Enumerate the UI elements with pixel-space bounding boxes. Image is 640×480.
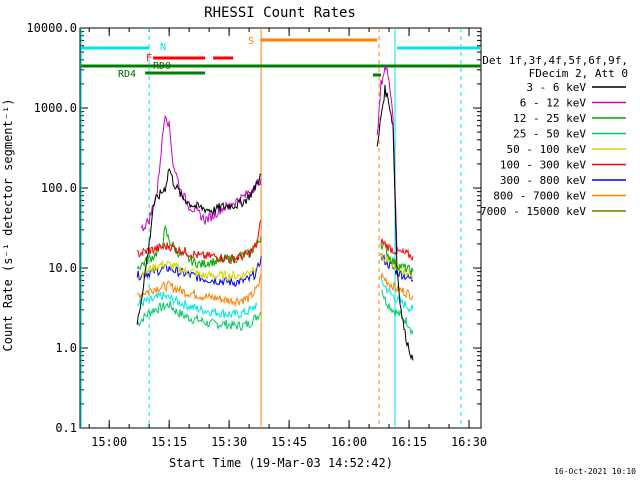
footer-date: 16-Oct-2021 10:10 [554,467,636,476]
plot-frame [79,27,482,429]
y-tick-label: 10000.0 [26,21,77,35]
series-line [140,114,262,232]
status-label-rd4: RD4 [118,69,136,80]
legend-title-line2: FDecim 2, Att 0 [529,67,628,80]
legend-entry-label: 50 - 100 keV [507,143,587,156]
legend-entry-label: 100 - 300 keV [500,159,586,172]
status-label-rd0: RD0 [153,61,171,72]
status-label-f: F [146,53,152,64]
status-label-n: N [160,42,166,53]
legend-entry-label: 25 - 50 keV [513,128,586,141]
legend-title-line1: Det 1f,3f,4f,5f,6f,9f, [482,54,628,67]
status-label-s: S [248,36,254,47]
legend: Det 1f,3f,4f,5f,6f,9f,FDecim 2, Att 03 -… [480,54,628,218]
plot-area: 0.1 1.0 10.0 100.0 1000.0 10000.0 15:00 15:15 15… [26,21,487,449]
series-line [376,84,414,361]
series-line [136,167,262,325]
x-tick-label: 15:30 [211,435,247,449]
x-tick-label: 15:45 [271,435,307,449]
y-tick-label: 1.0 [55,341,77,355]
series-line [380,271,414,301]
x-tick-label: 16:00 [331,435,367,449]
x-tick-label: 15:00 [91,435,127,449]
legend-entry-label: 6 - 12 keV [520,97,587,110]
legend-entry-label: 12 - 25 keV [513,112,586,125]
y-tick-label: 0.1 [55,421,77,435]
series-line [137,290,258,319]
series-line [136,275,262,308]
series-line [136,219,262,264]
x-axis-label: Start Time (19-Mar-03 14:52:42) [169,456,393,470]
y-axis-label: Count Rate (s⁻¹ detector segment⁻¹) [1,99,15,352]
series-line [136,260,258,282]
legend-entry-label: 800 - 7000 keV [493,190,586,203]
series-line [380,275,414,313]
legend-entry-label: 7000 - 15000 keV [480,205,586,218]
x-tick-label: 15:15 [151,435,187,449]
y-tick-label: 10.0 [48,261,77,275]
y-tick-label: 100.0 [41,181,77,195]
legend-entry-label: 3 - 6 keV [526,81,586,94]
x-tick-label: 16:15 [391,435,427,449]
legend-entry-label: 300 - 800 keV [500,174,586,187]
series-line [380,289,414,336]
chart-title: RHESSI Count Rates [204,5,356,21]
series-line [136,300,262,332]
y-tick-label: 1000.0 [34,101,77,115]
x-tick-label: 16:30 [451,435,487,449]
